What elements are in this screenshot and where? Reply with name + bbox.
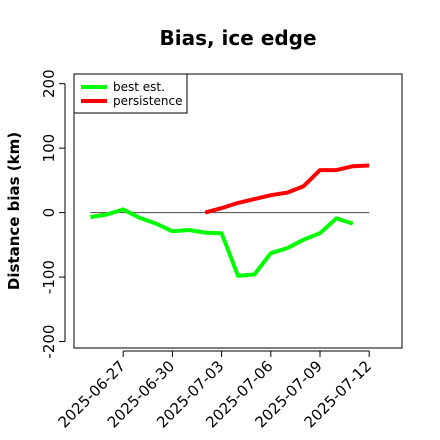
legend-box: [73, 73, 188, 114]
chart-title: Bias, ice edge: [159, 26, 316, 50]
series-line-persistence: [204, 163, 370, 215]
y-axis-label: Distance bias (km): [5, 132, 23, 290]
legend-label-persistence: persistence: [113, 94, 182, 108]
y-tick-label: -100: [40, 260, 58, 294]
y-tick-label: 200: [40, 69, 58, 98]
y-tick-label: -200: [40, 325, 58, 359]
legend: best est. persistence: [73, 73, 188, 114]
legend-label-best-est: best est.: [113, 80, 165, 94]
y-tick-label: 0: [40, 208, 58, 218]
y-tick-label: 100: [40, 134, 58, 163]
plot-frame: [73, 73, 403, 349]
series-line-best-est: [90, 207, 354, 278]
